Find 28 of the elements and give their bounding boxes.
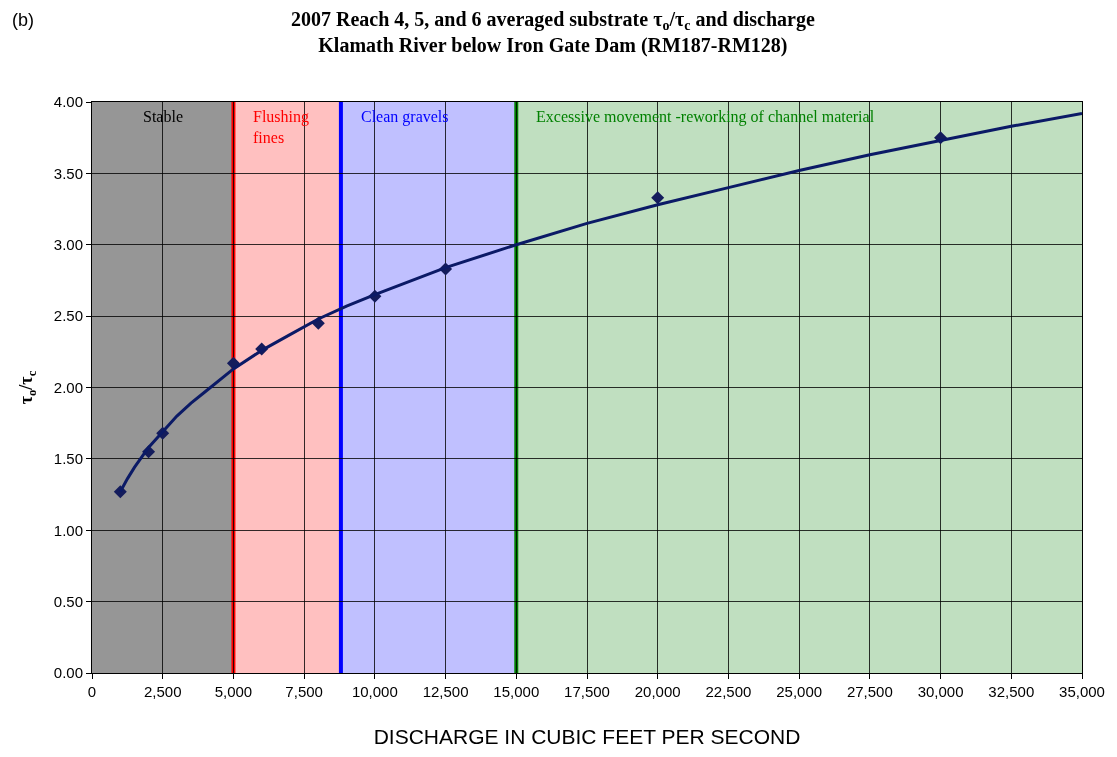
x-tick-label: 32,500 — [988, 683, 1035, 700]
y-tick-label: 3.00 — [53, 236, 83, 253]
x-tick-label: 2,500 — [143, 683, 182, 700]
x-tick-label: 30,000 — [917, 683, 964, 700]
x-tick-label: 17,500 — [564, 683, 610, 700]
point — [651, 191, 665, 205]
x-tick-label: 0 — [87, 683, 97, 700]
x-tick-label: 25,000 — [776, 683, 823, 700]
x-tick-label: 22,500 — [705, 683, 752, 700]
x-tick-label: 27,500 — [846, 683, 893, 700]
x-tick-label: 20,000 — [634, 683, 681, 700]
y-tick-label: 2.50 — [53, 307, 83, 325]
x-tick-label: 5,000 — [214, 683, 253, 700]
x-tick-label: 15,000 — [493, 683, 540, 700]
y-tick-label: 1.50 — [53, 450, 83, 468]
y-tick-label: 0.00 — [53, 664, 83, 682]
text: (b) — [12, 10, 34, 30]
y-tick-label: 3.50 — [53, 164, 83, 182]
y-tick-label: 4.00 — [53, 93, 83, 111]
chart-title: 2007 Reach 4, 5, and 6 averaged substrate τ$_{o}$/τ$_{c}$ and discharge Klamath River below Iron Gate Dam (RM187-RM128) — [290, 8, 815, 57]
x-tick-label: 12,500 — [422, 683, 469, 700]
x-tick-label: 7,500 — [285, 683, 323, 700]
y-tick-label: 0.50 — [53, 592, 83, 610]
y-tick-label: 1.00 — [53, 521, 83, 539]
x-tick-label: 35,000 — [1059, 683, 1105, 700]
y-tick-label: 2.00 — [53, 378, 83, 396]
x-axis-title: DISCHARGE IN CUBIC FEET PER SECOND — [373, 725, 801, 749]
x-tick-label: 10,000 — [351, 683, 398, 700]
